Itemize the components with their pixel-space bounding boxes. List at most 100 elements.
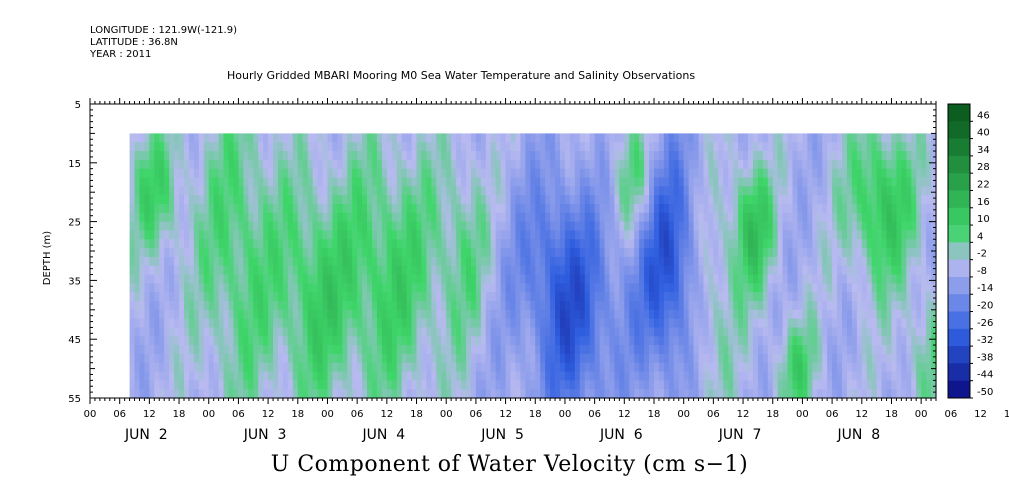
heatmap-cell bbox=[658, 177, 665, 187]
heatmap-cell bbox=[663, 362, 670, 373]
heatmap-cell bbox=[248, 203, 254, 214]
heatmap-cell bbox=[802, 309, 808, 320]
heatmap-cell bbox=[475, 168, 482, 179]
heatmap-cell bbox=[357, 203, 363, 214]
heatmap-cell bbox=[931, 327, 937, 337]
heatmap-cell bbox=[797, 248, 804, 258]
heatmap-cell bbox=[174, 336, 180, 346]
heatmap-cell bbox=[208, 265, 215, 276]
heatmap-cell bbox=[129, 256, 136, 267]
heatmap-cell bbox=[911, 327, 917, 337]
heatmap-cell bbox=[926, 274, 932, 284]
heatmap-cell bbox=[663, 265, 670, 276]
heatmap-cell bbox=[856, 353, 863, 364]
heatmap-cell bbox=[179, 212, 185, 223]
heatmap-cell bbox=[401, 353, 408, 364]
heatmap-cell bbox=[851, 353, 858, 364]
heatmap-cell bbox=[386, 239, 393, 249]
heatmap-cell bbox=[213, 283, 220, 293]
heatmap-cell bbox=[510, 345, 517, 355]
heatmap-cell bbox=[456, 380, 462, 390]
heatmap-cell bbox=[767, 248, 774, 258]
heatmap-cell bbox=[807, 203, 813, 214]
heatmap-cell bbox=[624, 353, 630, 364]
heatmap-cell bbox=[718, 389, 724, 399]
heatmap-cell bbox=[297, 230, 304, 240]
heatmap-cell bbox=[792, 274, 799, 284]
heatmap-cell bbox=[466, 265, 472, 276]
heatmap-cell bbox=[629, 336, 635, 346]
heatmap-cell bbox=[451, 300, 457, 311]
heatmap-cell bbox=[733, 327, 739, 337]
heatmap-cell bbox=[663, 309, 670, 320]
heatmap-cell bbox=[505, 283, 512, 293]
heatmap-cell bbox=[698, 256, 705, 267]
heatmap-cell bbox=[866, 353, 873, 364]
heatmap-cell bbox=[159, 186, 165, 196]
heatmap-cell bbox=[654, 142, 660, 152]
heatmap-cell bbox=[208, 177, 215, 187]
heatmap-cell bbox=[164, 300, 170, 311]
heatmap-cell bbox=[520, 362, 526, 373]
heatmap-cell bbox=[881, 159, 888, 170]
heatmap-cell bbox=[515, 309, 522, 320]
heatmap-cell bbox=[129, 380, 136, 390]
heatmap-cell bbox=[238, 309, 244, 320]
heatmap-cell bbox=[490, 389, 497, 399]
heatmap-cell bbox=[238, 327, 244, 337]
heatmap-cell bbox=[846, 389, 853, 399]
heatmap-cell bbox=[837, 159, 843, 170]
heatmap-cell bbox=[347, 212, 353, 223]
heatmap-cell bbox=[223, 186, 230, 196]
heatmap-cell bbox=[436, 371, 442, 381]
heatmap-cell bbox=[728, 159, 734, 170]
heatmap-cell bbox=[688, 336, 695, 346]
heatmap-cell bbox=[391, 221, 398, 232]
heatmap-cell bbox=[871, 195, 878, 205]
heatmap-cell bbox=[213, 142, 220, 152]
heatmap-cell bbox=[406, 230, 413, 240]
heatmap-cell bbox=[287, 371, 294, 381]
heatmap-cell bbox=[797, 177, 804, 187]
heatmap-cell bbox=[555, 274, 561, 284]
heatmap-cell bbox=[866, 345, 873, 355]
heatmap-cell bbox=[644, 239, 650, 249]
heatmap-cell bbox=[649, 212, 655, 223]
heatmap-cell bbox=[896, 212, 902, 223]
heatmap-cell bbox=[564, 239, 571, 249]
heatmap-cell bbox=[728, 371, 734, 381]
heatmap-cell bbox=[802, 371, 808, 381]
heatmap-cell bbox=[485, 168, 492, 179]
heatmap-cell bbox=[663, 230, 670, 240]
heatmap-cell bbox=[777, 212, 784, 223]
heatmap-cell bbox=[911, 336, 917, 346]
heatmap-cell bbox=[733, 362, 739, 373]
heatmap-cell bbox=[604, 327, 611, 337]
heatmap-cell bbox=[624, 380, 630, 390]
heatmap-cell bbox=[896, 142, 902, 152]
heatmap-cell bbox=[376, 168, 383, 179]
heatmap-cell bbox=[436, 203, 442, 214]
heatmap-cell bbox=[866, 230, 873, 240]
heatmap-cell bbox=[297, 256, 304, 267]
heatmap-cell bbox=[193, 256, 200, 267]
heatmap-cell bbox=[846, 195, 853, 205]
heatmap-cell bbox=[376, 371, 383, 381]
heatmap-cell bbox=[550, 168, 556, 179]
heatmap-cell bbox=[629, 221, 635, 232]
heatmap-cell bbox=[347, 318, 353, 329]
heatmap-cell bbox=[317, 221, 324, 232]
heatmap-cell bbox=[728, 345, 734, 355]
heatmap-cell bbox=[634, 221, 640, 232]
heatmap-cell bbox=[282, 318, 289, 329]
heatmap-cell bbox=[574, 142, 581, 152]
heatmap-cell bbox=[802, 151, 808, 161]
heatmap-cell bbox=[174, 159, 180, 170]
heatmap-cell bbox=[609, 239, 616, 249]
heatmap-cell bbox=[198, 195, 205, 205]
heatmap-cell bbox=[921, 362, 927, 373]
heatmap-cell bbox=[634, 318, 640, 329]
heatmap-cell bbox=[297, 221, 304, 232]
heatmap-cell bbox=[362, 177, 368, 187]
heatmap-cell bbox=[569, 380, 576, 390]
